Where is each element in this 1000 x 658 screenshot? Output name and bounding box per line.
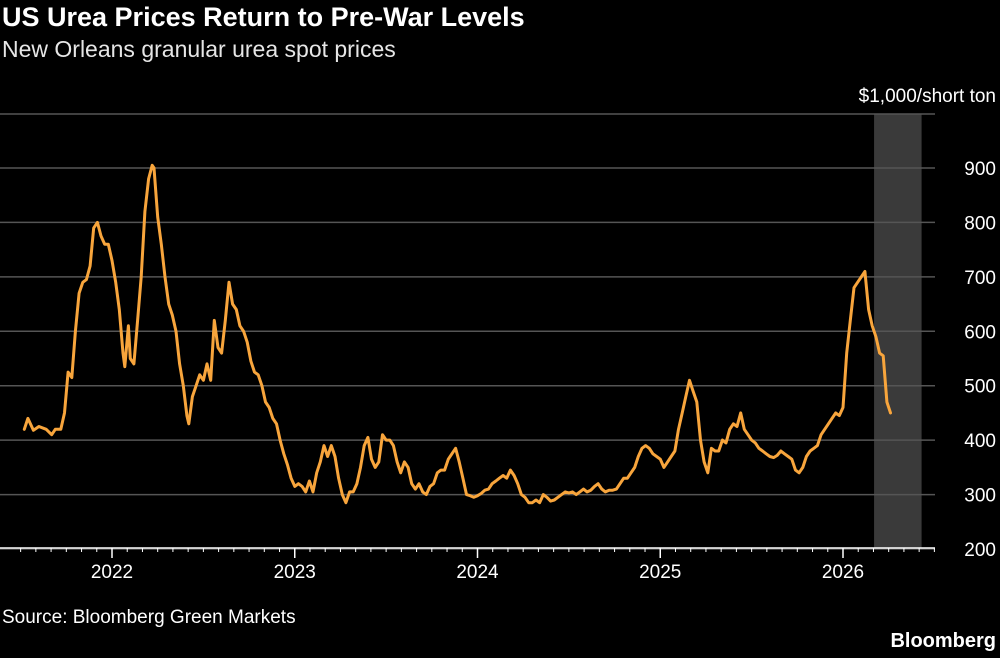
source-note: Source: Bloomberg Green Markets — [2, 607, 296, 628]
y-tick-label-900: 900 — [964, 159, 996, 180]
y-axis-unit-label: $1,000/short ton — [858, 86, 996, 107]
x-tick-label-2025: 2025 — [639, 562, 681, 583]
y-tick-label-600: 600 — [964, 322, 996, 343]
x-tick-label-2026: 2026 — [822, 562, 864, 583]
y-tick-label-300: 300 — [964, 486, 996, 507]
y-tick-label-400: 400 — [964, 431, 996, 452]
y-tick-label-800: 800 — [964, 213, 996, 234]
series-line-0 — [22, 163, 892, 505]
chart-title: US Urea Prices Return to Pre-War Levels — [2, 2, 525, 32]
y-tick-label-500: 500 — [964, 377, 996, 398]
chart-subtitle: New Orleans granular urea spot prices — [2, 36, 396, 62]
y-tick-label-700: 700 — [964, 268, 996, 289]
x-tick-label-2022: 2022 — [91, 562, 133, 583]
x-tick-label-2023: 2023 — [274, 562, 316, 583]
x-tick-label-2024: 2024 — [456, 562, 499, 583]
bloomberg-logo: Bloomberg — [890, 630, 996, 652]
y-tick-label-200: 200 — [964, 540, 996, 561]
